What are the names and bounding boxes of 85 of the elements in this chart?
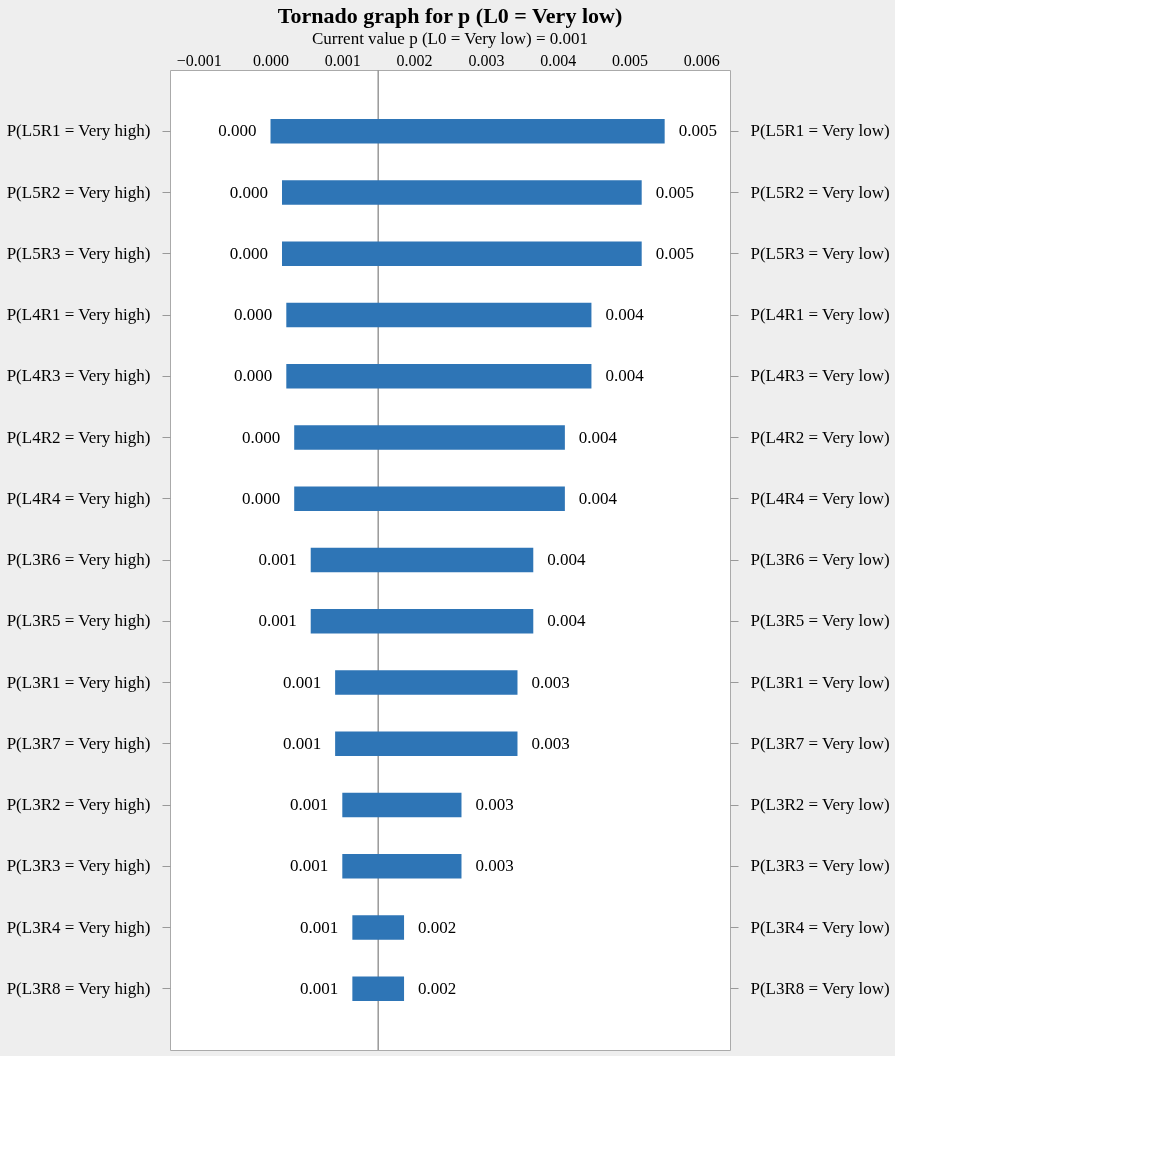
y2-tick-label: P(L4R4 = Very low) bbox=[750, 488, 890, 508]
annotation: 0.003 bbox=[475, 856, 514, 876]
bar bbox=[342, 792, 462, 818]
y2-tick-label: P(L3R8 = Very low) bbox=[750, 978, 890, 998]
y-tick-label: P(L3R3 = Very high) bbox=[6, 856, 151, 876]
y2-tick-label: P(L3R4 = Very low) bbox=[750, 917, 890, 937]
bar bbox=[335, 670, 518, 695]
bar bbox=[282, 180, 642, 205]
y-tick-label: P(L4R3 = Very high) bbox=[6, 366, 151, 386]
chart-title: Tornado graph for p (L0 = Very low) bbox=[277, 3, 623, 28]
y2-tick-label: P(L5R2 = Very low) bbox=[750, 182, 890, 202]
annotation: 0.003 bbox=[475, 795, 514, 814]
annotation: 0.001 bbox=[300, 917, 339, 937]
bar bbox=[335, 731, 518, 756]
y-tick-label: P(L5R1 = Very high) bbox=[6, 121, 151, 141]
bar bbox=[342, 854, 462, 879]
annotation: 0.003 bbox=[531, 733, 570, 753]
y2-tick-label: P(L3R1 = Very low) bbox=[750, 672, 890, 692]
bar bbox=[270, 119, 665, 144]
y-tick-label: P(L3R5 = Very high) bbox=[6, 611, 151, 631]
annotation: 0.000 bbox=[229, 243, 268, 263]
x-tick-label: 0.001 bbox=[324, 51, 361, 69]
bar bbox=[310, 547, 534, 573]
annotation: 0.000 bbox=[234, 305, 273, 324]
annotation: 0.001 bbox=[258, 611, 297, 631]
y2-tick-label: P(L4R2 = Very low) bbox=[750, 427, 890, 447]
y2-tick-label: P(L4R3 = Very low) bbox=[750, 366, 890, 386]
bar bbox=[352, 976, 405, 1001]
x-tick-label: 0.004 bbox=[540, 51, 577, 69]
annotation: 0.004 bbox=[547, 611, 587, 631]
annotation: 0.002 bbox=[418, 978, 457, 998]
annotation: 0.001 bbox=[282, 672, 322, 692]
y-tick-label: P(L3R4 = Very high) bbox=[6, 917, 151, 937]
x-tick-label: 0.000 bbox=[253, 51, 290, 69]
y2-tick-label: P(L4R1 = Very low) bbox=[750, 305, 890, 324]
annotation: 0.000 bbox=[241, 488, 281, 508]
x-tick-label: 0.006 bbox=[683, 51, 720, 69]
annotation: 0.002 bbox=[418, 917, 457, 937]
annotation: 0.001 bbox=[282, 733, 322, 753]
y-tick-label: P(L4R4 = Very high) bbox=[6, 488, 151, 508]
annotation: 0.001 bbox=[290, 856, 329, 876]
bar bbox=[294, 486, 565, 511]
y-tick-label: P(L3R7 = Very high) bbox=[6, 733, 151, 753]
y-tick-label: P(L4R1 = Very high) bbox=[6, 305, 151, 324]
annotation: 0.004 bbox=[605, 366, 645, 386]
y2-tick-label: P(L3R7 = Very low) bbox=[750, 733, 890, 753]
bar bbox=[310, 609, 534, 634]
annotation: 0.000 bbox=[241, 427, 281, 447]
y-tick-label: P(L3R2 = Very high) bbox=[6, 795, 151, 814]
y-tick-label: P(L5R2 = Very high) bbox=[6, 182, 151, 202]
bar bbox=[352, 915, 405, 940]
y-tick-label: P(L3R1 = Very high) bbox=[6, 672, 151, 692]
y2-tick-label: P(L3R6 = Very low) bbox=[750, 550, 890, 569]
y2-tick-label: P(L5R3 = Very low) bbox=[750, 243, 890, 263]
annotation: 0.001 bbox=[290, 795, 329, 814]
annotation: 0.000 bbox=[218, 121, 257, 141]
annotation: 0.005 bbox=[678, 121, 717, 141]
y-tick-label: P(L3R8 = Very high) bbox=[6, 978, 151, 998]
chart-subtitle: Current value p (L0 = Very low) = 0.001 bbox=[311, 29, 589, 48]
y2-tick-label: P(L3R5 = Very low) bbox=[750, 611, 890, 631]
y2-tick-label: P(L3R2 = Very low) bbox=[750, 795, 890, 814]
annotation: 0.001 bbox=[300, 978, 339, 998]
y2-tick-label: P(L5R1 = Very low) bbox=[750, 121, 890, 141]
y2-tick-label: P(L3R3 = Very low) bbox=[750, 856, 890, 876]
bar bbox=[294, 425, 565, 450]
annotation: 0.001 bbox=[258, 550, 297, 569]
x-tick-label: 0.002 bbox=[396, 51, 433, 69]
annotation: 0.005 bbox=[655, 243, 694, 263]
y-tick-label: P(L3R6 = Very high) bbox=[6, 550, 151, 569]
x-tick-label: 0.005 bbox=[611, 51, 648, 69]
bar bbox=[282, 241, 642, 266]
bar bbox=[286, 302, 592, 328]
annotation: 0.004 bbox=[578, 427, 618, 447]
annotation: 0.003 bbox=[531, 672, 570, 692]
y-tick-label: P(L5R3 = Very high) bbox=[6, 243, 151, 263]
x-tick-label: −0.001 bbox=[176, 51, 222, 69]
y-tick-label: P(L4R2 = Very high) bbox=[6, 427, 151, 447]
bar bbox=[286, 364, 592, 389]
annotation: 0.004 bbox=[578, 488, 618, 508]
annotation: 0.005 bbox=[655, 182, 694, 202]
annotation: 0.000 bbox=[234, 366, 273, 386]
x-tick-label: 0.003 bbox=[468, 51, 505, 69]
annotation: 0.004 bbox=[547, 550, 587, 569]
annotation: 0.004 bbox=[605, 305, 645, 324]
annotation: 0.000 bbox=[229, 182, 268, 202]
